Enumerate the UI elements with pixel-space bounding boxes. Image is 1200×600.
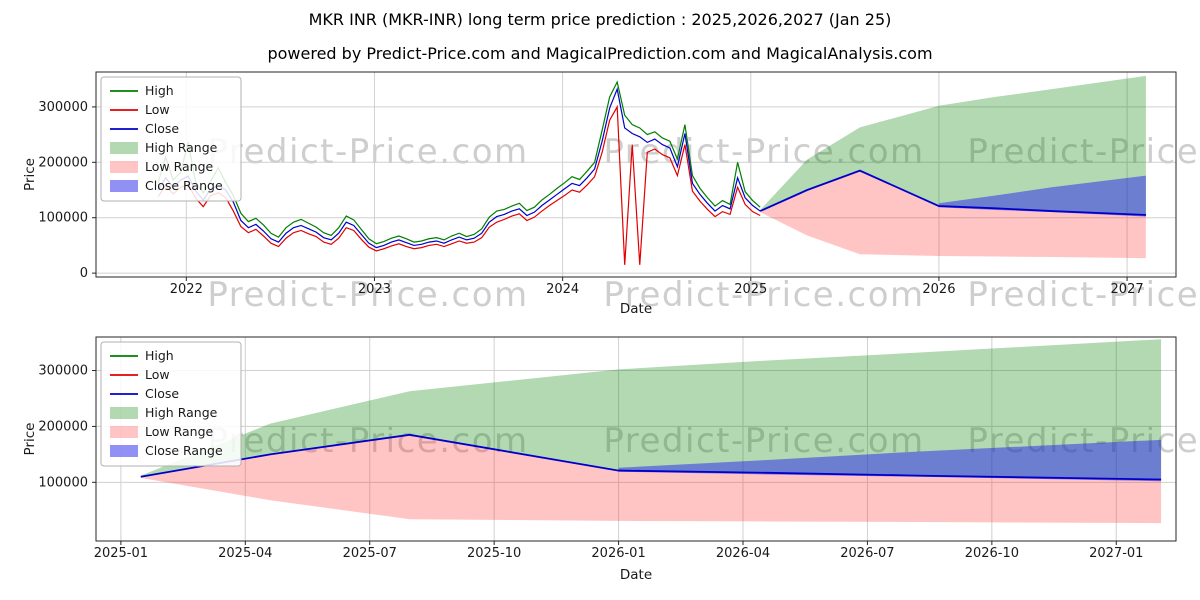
- chart-title: MKR INR (MKR-INR) long term price predic…: [308, 10, 892, 29]
- forecast-close-line: [759, 169, 1146, 216]
- x-tick-label: 2027-01: [1089, 546, 1143, 561]
- x-axis-label: Date: [620, 567, 652, 583]
- legend: High Low Close High Range Low Range Close Ran…: [100, 341, 242, 467]
- forecast-detail-chart: 2025-01 2025-04 2025-07 2025-10 2026-01 2026-…: [22, 336, 1177, 583]
- watermark-text: Predict-Price.com: [967, 275, 1200, 315]
- legend-item: Low Range: [110, 159, 214, 174]
- legend-label: Low Range: [145, 424, 214, 439]
- grid: [96, 337, 1176, 541]
- y-axis-label: Price: [22, 423, 38, 456]
- x-tick-label: 2026-07: [840, 546, 894, 561]
- x-axis-label: Date: [620, 301, 652, 317]
- legend-label: Low: [145, 367, 170, 382]
- x-tick-label: 2026-04: [716, 546, 770, 561]
- x-tick-label: 2022: [170, 282, 203, 297]
- legend-item: Close Range: [110, 443, 223, 458]
- legend-item: High Range: [110, 405, 218, 420]
- watermark-text: Predict-Price.com: [603, 132, 924, 172]
- close-range-band: [938, 175, 1146, 217]
- close-line: [157, 87, 761, 249]
- legend-item: Close Range: [110, 178, 223, 193]
- y-axis: 100000 200000 300000: [38, 364, 96, 490]
- watermark-text: Predict-Price.com: [207, 132, 528, 172]
- legend-label: Low: [145, 102, 170, 117]
- plot-border: [95, 71, 1177, 278]
- y-tick-label: 200000: [38, 155, 88, 170]
- legend-label: High: [145, 348, 174, 363]
- legend: High Low Close High Range Low Range Close Ran…: [100, 76, 242, 202]
- x-tick-label: 2026-10: [965, 546, 1019, 561]
- legend-label: Close: [145, 386, 179, 401]
- legend-label: High: [145, 83, 174, 98]
- legend-label: Close Range: [145, 443, 223, 458]
- legend-label: Low Range: [145, 159, 214, 174]
- x-tick-label: 2025-01: [94, 546, 148, 561]
- y-tick-label: 100000: [38, 211, 88, 226]
- high-range-band: [140, 339, 1162, 480]
- low-range-band: [760, 170, 1146, 259]
- low-line: [157, 104, 761, 265]
- legend-label: Close Range: [145, 178, 223, 193]
- watermark-text: Predict-Price.com: [207, 275, 528, 315]
- watermark-text: Predict-Price.com: [967, 132, 1200, 172]
- x-tick-label: 2023: [358, 282, 391, 297]
- y-tick-label: 300000: [38, 100, 88, 115]
- legend-item: High Range: [110, 140, 218, 155]
- high-line: [157, 80, 761, 245]
- x-tick-label: 2025-04: [218, 546, 272, 561]
- x-tick-label: 2027: [1111, 282, 1144, 297]
- legend-box: [100, 76, 242, 202]
- x-tick-label: 2026-01: [591, 546, 645, 561]
- forecast-close-line: [140, 433, 1162, 481]
- legend-item: High: [110, 83, 174, 98]
- chart-subtitle: powered by Predict-Price.com and Magical…: [267, 44, 933, 63]
- x-tick-label: 2025-10: [467, 546, 521, 561]
- x-axis: 2022 2023 2024 2025 2026 2027: [170, 277, 1144, 297]
- watermark-text: Predict-Price.com: [603, 275, 924, 315]
- x-tick-label: 2025: [734, 282, 767, 297]
- legend-item: Close: [110, 386, 179, 401]
- legend-item: Low: [110, 102, 170, 117]
- legend-item: Low Range: [110, 424, 214, 439]
- legend-item: Low: [110, 367, 170, 382]
- history-forecast-chart: 2022 2023 2024 2025 2026 2027 0 100000 200000 300…: [22, 71, 1177, 317]
- y-axis-label: Price: [22, 158, 38, 191]
- y-tick-label: 100000: [38, 475, 88, 490]
- legend-box: [100, 341, 242, 467]
- plot-border: [95, 336, 1177, 542]
- legend-label: High Range: [145, 405, 218, 420]
- x-tick-label: 2025-07: [343, 546, 397, 561]
- legend-item: Close: [110, 121, 179, 136]
- legend-label: Close: [145, 121, 179, 136]
- x-tick-label: 2026: [922, 282, 955, 297]
- legend-label: High Range: [145, 140, 218, 155]
- x-axis: 2025-01 2025-04 2025-07 2025-10 2026-01 2026-…: [94, 541, 1143, 561]
- close-range-band: [618, 439, 1162, 482]
- x-tick-label: 2024: [546, 282, 579, 297]
- legend-item: High: [110, 348, 174, 363]
- y-tick-label: 0: [80, 266, 88, 281]
- y-tick-label: 300000: [38, 364, 88, 379]
- y-axis: 0 100000 200000 300000: [38, 100, 96, 281]
- high-range-band: [760, 75, 1146, 215]
- y-tick-label: 200000: [38, 419, 88, 434]
- low-range-band: [140, 434, 1162, 524]
